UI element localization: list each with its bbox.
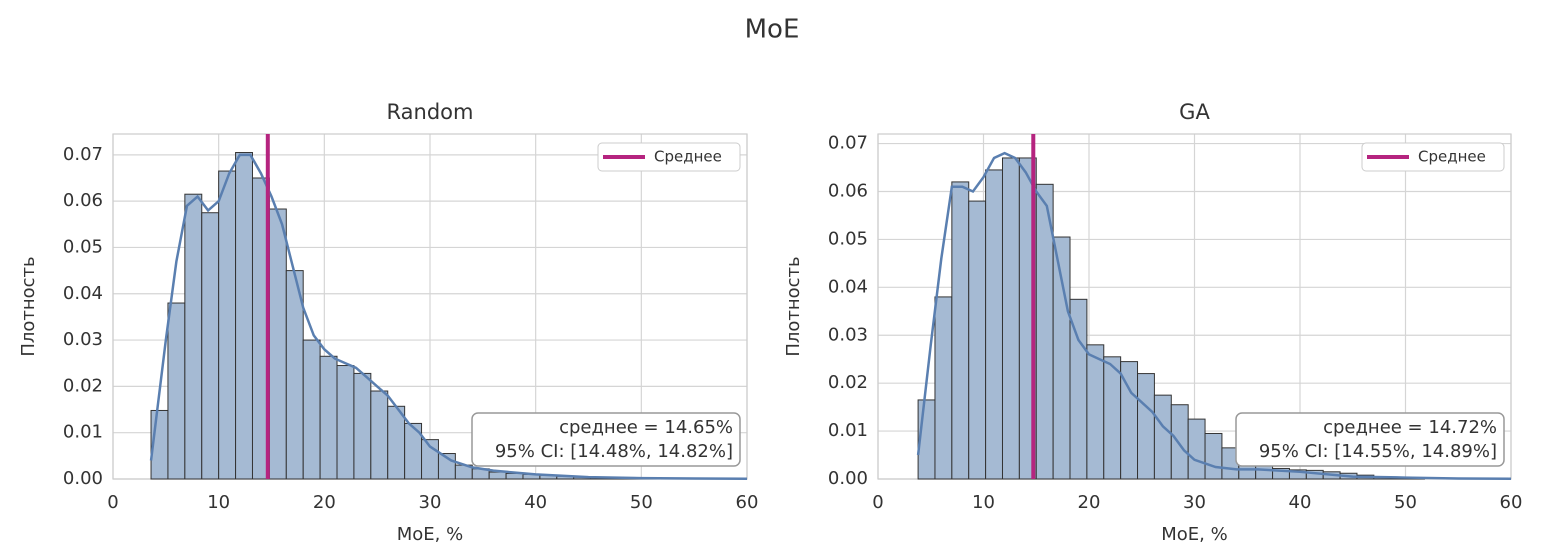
x-tick-label: 30 <box>1183 492 1206 513</box>
histogram-bar <box>370 390 389 480</box>
histogram-bar <box>1086 344 1105 480</box>
y-tick-label: 0.01 <box>63 422 103 443</box>
y-tick-label: 0.03 <box>828 324 868 345</box>
histogram-bar <box>1255 465 1274 480</box>
histogram-bar <box>1153 394 1172 480</box>
x-tick-label: 40 <box>1289 492 1312 513</box>
axes-title: GA <box>1179 100 1210 124</box>
x-tick-label: 10 <box>972 492 995 513</box>
x-tick-label: 20 <box>313 492 336 513</box>
y-axis-label: Плотность <box>783 256 804 356</box>
y-axis-label: Плотность <box>18 256 39 356</box>
kde-line <box>916 151 1512 481</box>
y-tick-label: 0.06 <box>828 181 868 202</box>
y-tick-label: 0.00 <box>828 468 868 489</box>
histogram-bar <box>1103 356 1122 480</box>
histogram-bar <box>201 212 220 480</box>
histogram-bar <box>353 372 372 480</box>
histogram-bar <box>336 365 355 480</box>
y-tick-label: 0.07 <box>63 144 103 165</box>
annotation-text: среднее = 14.72% <box>1323 417 1497 438</box>
histogram-bar <box>985 169 1003 480</box>
histogram-bar <box>268 208 287 480</box>
legend-box <box>597 142 741 172</box>
histogram-bar <box>235 152 253 480</box>
x-tick-label: 0 <box>872 492 883 513</box>
histogram-bar <box>319 355 338 480</box>
y-tick-label: 0.02 <box>828 372 868 393</box>
annotation-box <box>1235 412 1505 467</box>
annotation-box <box>471 412 741 467</box>
y-tick-label: 0.00 <box>63 468 103 489</box>
y-tick-label: 0.04 <box>828 276 868 297</box>
histogram-bar <box>167 302 186 480</box>
kde-line <box>149 153 748 481</box>
y-tick-label: 0.03 <box>63 329 103 350</box>
y-tick-label: 0.04 <box>63 283 103 304</box>
histogram-bar <box>934 296 953 480</box>
histogram-bar <box>1187 418 1206 480</box>
histogram-bar <box>1001 157 1020 480</box>
x-tick-label: 10 <box>207 492 230 513</box>
histogram-bar <box>951 181 970 480</box>
histogram-bar <box>184 193 203 480</box>
x-tick-label: 50 <box>1394 492 1417 513</box>
legend-box <box>1361 142 1505 172</box>
histogram-bar <box>1204 432 1223 480</box>
y-tick-label: 0.06 <box>63 190 103 211</box>
y-tick-label: 0.05 <box>828 228 868 249</box>
y-tick-label: 0.01 <box>828 420 868 441</box>
histogram-bar <box>1170 404 1189 480</box>
histogram-bar <box>302 339 321 480</box>
x-tick-label: 60 <box>736 492 759 513</box>
annotation-text: 95% CI: [14.55%, 14.89%] <box>1259 441 1497 462</box>
x-tick-label: 30 <box>419 492 442 513</box>
annotation-text: среднее = 14.65% <box>559 417 733 438</box>
x-tick-label: 50 <box>630 492 653 513</box>
histogram-bar <box>1137 373 1155 480</box>
legend-label: Среднее <box>654 148 722 166</box>
histogram-bar <box>968 200 987 480</box>
histogram-bar <box>218 170 237 480</box>
x-tick-label: 40 <box>524 492 547 513</box>
x-tick-label: 0 <box>107 492 118 513</box>
histogram-bar <box>488 471 507 480</box>
x-axis-label: MoE, % <box>397 524 463 545</box>
y-tick-label: 0.07 <box>828 133 868 154</box>
x-axis-label: MoE, % <box>1161 524 1227 545</box>
figure-title: MoE <box>745 15 800 45</box>
annotation-text: 95% CI: [14.48%, 14.82%] <box>495 441 733 462</box>
x-tick-label: 60 <box>1500 492 1523 513</box>
y-tick-label: 0.02 <box>63 375 103 396</box>
axes-title: Random <box>387 100 474 124</box>
legend-label: Среднее <box>1418 148 1486 166</box>
y-tick-label: 0.05 <box>63 236 103 257</box>
x-tick-label: 20 <box>1078 492 1101 513</box>
histogram-bar <box>387 405 406 480</box>
